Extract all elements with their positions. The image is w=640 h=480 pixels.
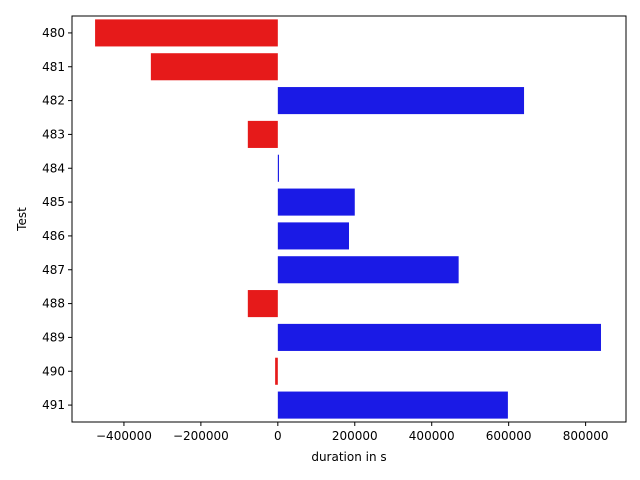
y-tick-label: 481	[42, 60, 65, 74]
x-axis-label: duration in s	[311, 450, 386, 464]
x-tick-label: 800000	[563, 429, 609, 443]
y-tick-label: 487	[42, 263, 65, 277]
x-axis-ticks: −400000 −200000 0 200000 400000 600000 800000	[96, 422, 609, 443]
bar-491	[277, 391, 508, 419]
bar-483	[247, 120, 278, 148]
y-tick-label: 480	[42, 26, 65, 40]
bar-481	[150, 53, 278, 81]
bar-490	[275, 357, 278, 385]
x-tick-label: −200000	[173, 429, 229, 443]
bar-480	[95, 19, 278, 47]
bar-488	[247, 290, 278, 318]
y-tick-label: 489	[42, 330, 65, 344]
y-axis-label: Test	[15, 207, 29, 232]
y-tick-label: 482	[42, 94, 65, 108]
y-tick-label: 491	[42, 398, 65, 412]
x-tick-label: 0	[274, 429, 282, 443]
bar-482	[277, 87, 525, 115]
bar-486	[277, 222, 349, 250]
bars-group	[95, 19, 601, 419]
y-tick-label: 486	[42, 229, 65, 243]
bar-489	[277, 323, 601, 351]
bar-487	[277, 256, 459, 284]
y-tick-label: 488	[42, 297, 65, 311]
x-tick-label: 200000	[332, 429, 378, 443]
y-tick-label: 485	[42, 195, 65, 209]
y-tick-label: 490	[42, 364, 65, 378]
plot-frame	[71, 15, 627, 423]
axes-frame	[71, 15, 627, 423]
bar-485	[277, 188, 355, 216]
x-tick-label: 400000	[409, 429, 455, 443]
x-tick-label: −400000	[96, 429, 152, 443]
y-tick-label: 484	[42, 161, 65, 175]
y-tick-label: 483	[42, 127, 65, 141]
x-tick-label: 600000	[486, 429, 532, 443]
y-axis-ticks: 480 481 482 483 484 485 486 487 488 489 490 491	[42, 26, 72, 412]
bar-484	[277, 154, 279, 182]
